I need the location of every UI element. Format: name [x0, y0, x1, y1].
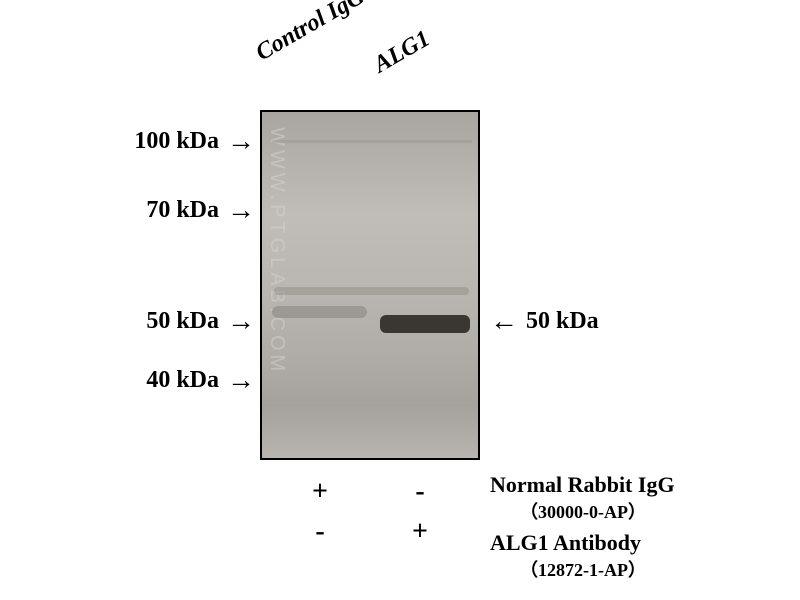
- watermark-text: WWW.PTGLAB.COM: [265, 127, 288, 375]
- figure-container: Control IgG ALG1 WWW.PTGLAB.COM 100 kDa …: [0, 0, 800, 600]
- condition-grid: + - - +: [270, 476, 470, 556]
- arrow-icon: →: [227, 135, 255, 149]
- mw-marker-40: 40 kDa →: [146, 367, 255, 394]
- arrow-icon: ←: [490, 315, 518, 329]
- lane-label-alg1: ALG1: [370, 26, 435, 79]
- pm-cell: +: [295, 476, 345, 508]
- arrow-icon: →: [227, 204, 255, 218]
- condition-sub-2: （12872-1-AP）: [520, 560, 646, 580]
- pm-cell: -: [295, 516, 345, 548]
- mw-marker-right-50: ← 50 kDa: [490, 308, 599, 335]
- pm-cell: +: [395, 516, 445, 548]
- condition-sub-1: （30000-0-AP）: [520, 502, 646, 522]
- mw-label-right-50: 50 kDa: [526, 308, 599, 335]
- mw-marker-50: 50 kDa →: [146, 308, 255, 335]
- mw-marker-70: 70 kDa →: [146, 197, 255, 224]
- mw-label-70: 70 kDa: [146, 197, 219, 224]
- condition-row-1: + -: [270, 476, 470, 508]
- faint-band-lane1: [272, 306, 367, 318]
- strong-band-50kda-lane2: [380, 315, 470, 333]
- condition-label-2: ALG1 Antibody （12872-1-AP）: [490, 530, 675, 582]
- western-blot-membrane: WWW.PTGLAB.COM: [260, 110, 480, 460]
- mw-label-50: 50 kDa: [146, 308, 219, 335]
- arrow-icon: →: [227, 374, 255, 388]
- condition-main-2: ALG1 Antibody: [490, 530, 641, 555]
- arrow-icon: →: [227, 315, 255, 329]
- condition-labels-group: Normal Rabbit IgG （30000-0-AP） ALG1 Anti…: [490, 472, 675, 588]
- faint-upper-band: [274, 287, 469, 295]
- lane-label-control: Control IgG: [252, 0, 370, 67]
- mw-label-100: 100 kDa: [134, 128, 219, 155]
- pm-cell: -: [395, 476, 445, 508]
- condition-label-1: Normal Rabbit IgG （30000-0-AP）: [490, 472, 675, 524]
- mw-marker-100: 100 kDa →: [134, 128, 255, 155]
- condition-main-1: Normal Rabbit IgG: [490, 472, 675, 497]
- condition-row-2: - +: [270, 516, 470, 548]
- artifact-line: [272, 140, 472, 143]
- mw-label-40: 40 kDa: [146, 367, 219, 394]
